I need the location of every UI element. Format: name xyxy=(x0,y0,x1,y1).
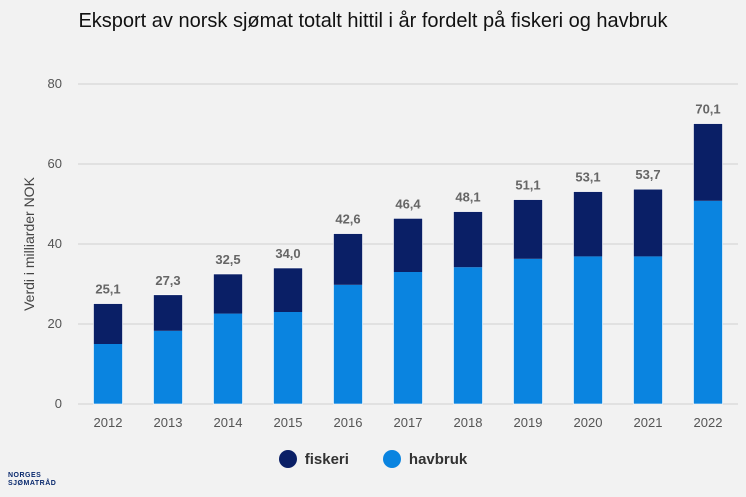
y-tick-label: 60 xyxy=(48,156,62,171)
bar-havbruk-2017 xyxy=(393,272,423,404)
x-tick-label: 2020 xyxy=(574,415,603,430)
bar-outline-2020 xyxy=(573,191,603,405)
bar-outline-2021 xyxy=(633,188,663,405)
x-tick-label: 2022 xyxy=(694,415,723,430)
legend-item-fiskeri: fiskeri xyxy=(278,450,349,468)
logo-line-1: NORGES xyxy=(8,472,42,479)
bar-outline-2019 xyxy=(513,199,543,405)
x-tick-label: 2013 xyxy=(154,415,183,430)
total-label: 46,4 xyxy=(395,196,421,211)
bar-outline-2012 xyxy=(93,303,123,405)
y-tick-label: 40 xyxy=(48,236,62,251)
total-label: 70,1 xyxy=(695,102,720,117)
norges-sjomatrad-logo: NORGES SJØMATRÅD xyxy=(8,472,56,488)
total-label: 25,1 xyxy=(95,282,120,297)
bar-outline-2017 xyxy=(393,218,423,405)
bar-havbruk-2014 xyxy=(213,313,243,404)
bar-havbruk-2012 xyxy=(93,344,123,404)
bar-havbruk-2019 xyxy=(513,258,543,404)
bar-fiskeri-2022 xyxy=(693,123,723,201)
bar-outline-2015 xyxy=(273,267,303,405)
x-tick-label: 2019 xyxy=(514,415,543,430)
bar-fiskeri-2017 xyxy=(393,218,423,272)
bar-fiskeri-2020 xyxy=(573,191,603,257)
bar-fiskeri-2018 xyxy=(453,211,483,268)
y-axis-ticks: 0 20 40 60 80 xyxy=(48,76,62,411)
bar-havbruk-2022 xyxy=(693,200,723,404)
x-tick-label: 2015 xyxy=(274,415,303,430)
bar-outline-2014 xyxy=(213,273,243,405)
bar-fiskeri-2013 xyxy=(153,294,183,331)
total-label: 42,6 xyxy=(335,212,360,227)
bar-havbruk-2021 xyxy=(633,256,663,404)
legend-label-fiskeri: fiskeri xyxy=(304,450,349,468)
bar-outline-2018 xyxy=(453,211,483,405)
bar-havbruk-2015 xyxy=(273,312,303,404)
total-label: 53,7 xyxy=(635,167,660,182)
total-label: 53,1 xyxy=(575,170,600,185)
bar-fiskeri-2014 xyxy=(213,274,243,314)
total-label: 34,0 xyxy=(275,246,300,261)
x-tick-label: 2016 xyxy=(334,415,363,430)
y-tick-label: 80 xyxy=(48,76,62,91)
total-label: 48,1 xyxy=(455,190,480,205)
x-tick-label: 2021 xyxy=(634,415,663,430)
logo-line-2: SJØMATRÅD xyxy=(8,480,57,487)
bar-outline-2013 xyxy=(153,294,183,405)
total-label: 51,1 xyxy=(515,178,540,193)
bar-fiskeri-2019 xyxy=(513,199,543,259)
bar-havbruk-2018 xyxy=(453,267,483,404)
legend-label-havbruk: havbruk xyxy=(408,450,468,468)
x-tick-label: 2017 xyxy=(394,415,423,430)
legend: fiskeri havbruk xyxy=(0,450,746,468)
bar-havbruk-2016 xyxy=(333,284,363,404)
chart-title: Eksport av norsk sjømat totalt hittil i … xyxy=(78,10,668,32)
bar-fiskeri-2016 xyxy=(333,233,363,285)
legend-item-havbruk: havbruk xyxy=(382,450,468,468)
total-label: 27,3 xyxy=(155,273,180,288)
bar-fiskeri-2015 xyxy=(273,268,303,312)
x-axis-ticks: 2012 2013 2014 2015 2016 2017 2018 2019 2020 2021… xyxy=(94,415,723,430)
legend-swatch-fiskeri xyxy=(278,450,297,468)
bar-havbruk-2020 xyxy=(573,256,603,404)
total-label: 32,5 xyxy=(215,252,240,267)
y-tick-label: 0 xyxy=(55,396,62,411)
bar-outline-2016 xyxy=(333,233,363,405)
y-axis-label: Verdi i milliarder NOK xyxy=(21,176,37,310)
total-labels: 25,1 27,3 32,5 34,0 42,6 46,4 48,1 51,1 53,1 53,7… xyxy=(95,102,720,297)
y-tick-label: 20 xyxy=(48,316,62,331)
x-tick-label: 2014 xyxy=(214,415,243,430)
bar-outline-2022 xyxy=(693,123,723,405)
bar-havbruk-2013 xyxy=(153,330,183,404)
x-tick-label: 2018 xyxy=(454,415,483,430)
x-tick-label: 2012 xyxy=(94,415,123,430)
bars xyxy=(93,123,723,405)
legend-swatch-havbruk xyxy=(382,450,401,468)
bar-fiskeri-2012 xyxy=(93,303,123,344)
bar-fiskeri-2021 xyxy=(633,189,663,257)
